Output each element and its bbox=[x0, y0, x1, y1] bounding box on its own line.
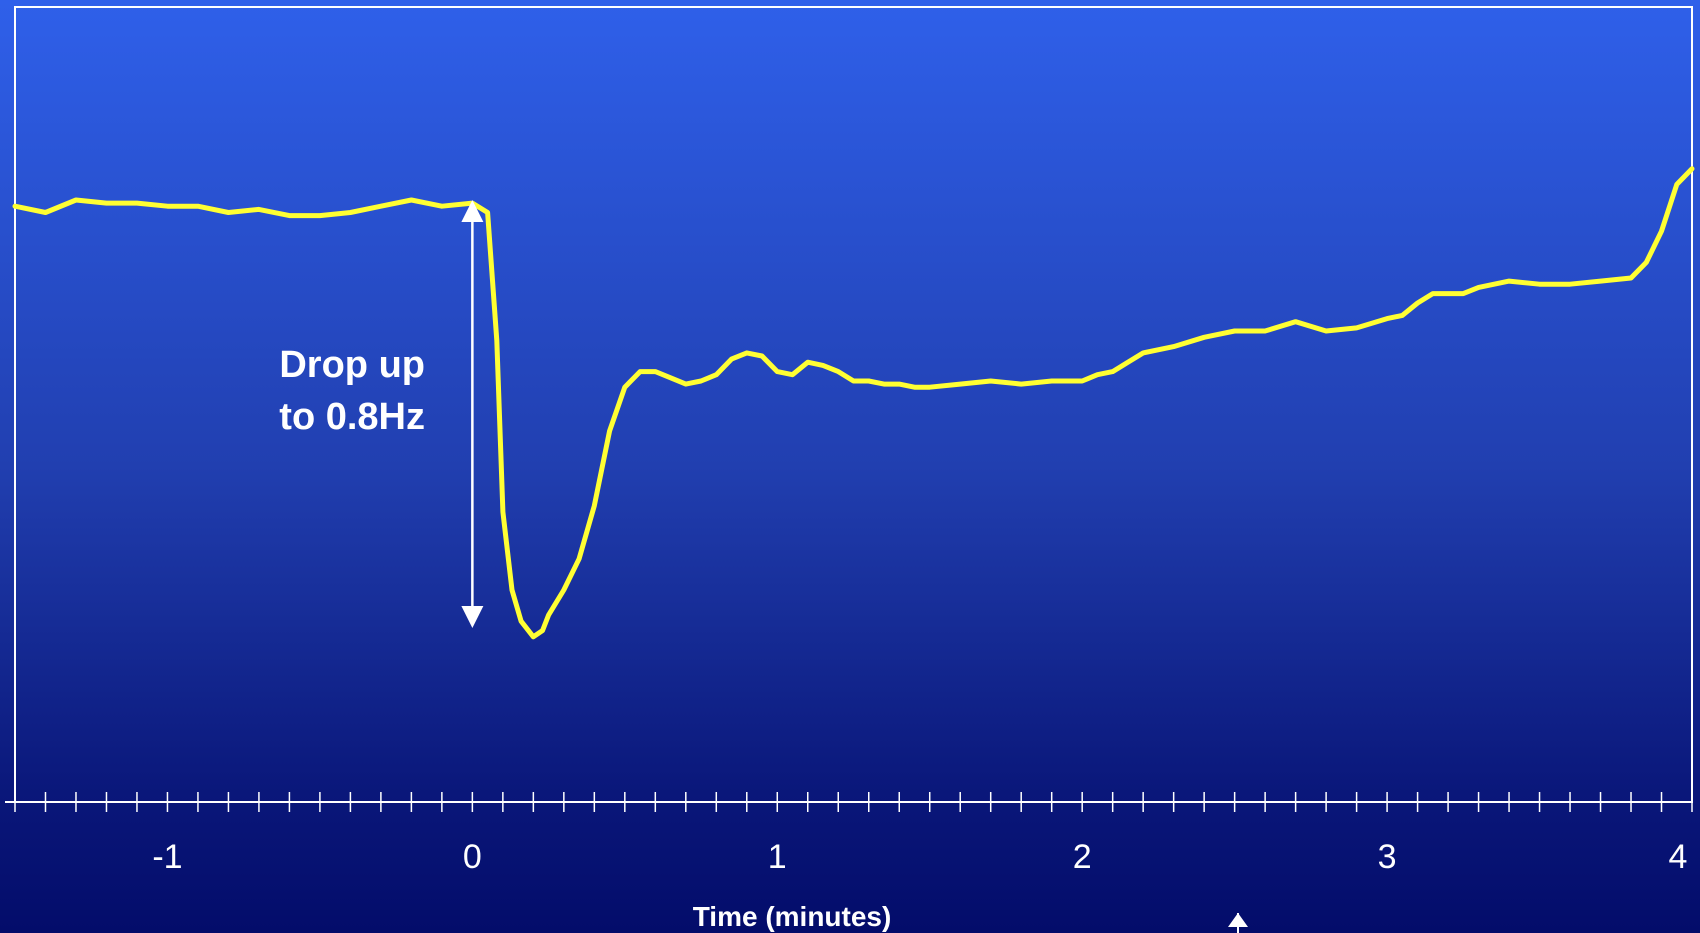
x-tick-label: 0 bbox=[463, 838, 482, 876]
annotation-line-2: to 0.8Hz bbox=[279, 396, 425, 438]
drop-arrow bbox=[461, 200, 484, 628]
x-tick-label: 1 bbox=[768, 838, 787, 876]
x-tick-label: 4 bbox=[1669, 838, 1688, 876]
x-minor-ticks bbox=[14, 792, 1693, 812]
x-tick-label: 2 bbox=[1073, 838, 1092, 876]
annotation-line-1: Drop up bbox=[279, 344, 425, 386]
x-tick-label: 3 bbox=[1378, 838, 1397, 876]
x-axis-label: Time (minutes) bbox=[693, 901, 892, 932]
cursor-icon bbox=[1228, 913, 1248, 933]
x-tick-labels: -1 0 1 2 3 4 bbox=[152, 838, 1687, 876]
drop-arrow-head-bottom bbox=[461, 606, 484, 628]
x-tick-label: -1 bbox=[152, 838, 182, 876]
plot-frame bbox=[14, 6, 1693, 803]
drop-arrow-head-top bbox=[461, 200, 484, 222]
series-line-frequency bbox=[12, 166, 1695, 640]
